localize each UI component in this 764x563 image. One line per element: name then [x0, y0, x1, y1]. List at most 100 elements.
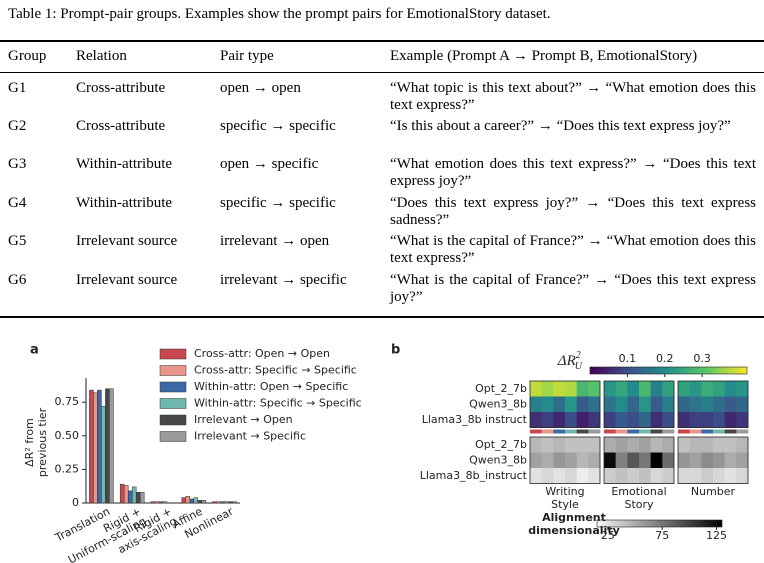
strip — [713, 429, 725, 434]
table-cell: specific → specific — [220, 195, 336, 211]
table-cell: “What emotion does this text express?” →… — [390, 156, 756, 189]
legend-label: Irrelevant → Open — [194, 413, 293, 426]
heat-cell — [615, 452, 628, 469]
heat-cell — [541, 412, 554, 428]
heat-cell — [713, 468, 725, 484]
heat-cell — [678, 396, 690, 413]
heat-cell — [724, 396, 737, 413]
table-cell: Irrelevant source — [76, 233, 178, 249]
heat-cell — [650, 468, 663, 484]
colorbar-label-part: 2 — [576, 350, 581, 361]
table-cell: Within-attribute — [76, 195, 173, 211]
strip — [639, 429, 651, 434]
heat-cell — [627, 412, 640, 428]
heat-cell — [713, 412, 725, 428]
heat-cell — [662, 412, 675, 428]
heat-cell — [736, 468, 749, 484]
bar — [228, 501, 233, 504]
heat-cell — [627, 452, 640, 469]
heat-cell — [541, 468, 554, 484]
header-cell: Group — [8, 48, 47, 64]
heat-cell — [565, 396, 577, 413]
strip — [541, 429, 554, 434]
heat-cell — [530, 381, 542, 397]
heat-cell — [678, 468, 690, 484]
heat-cell — [724, 412, 737, 428]
bar — [89, 389, 94, 504]
table-cell: Cross-attribute — [76, 80, 166, 96]
bar — [201, 500, 207, 504]
legend-swatch — [159, 414, 187, 426]
table-cell: Within-attribute — [76, 156, 173, 172]
heat-cell — [541, 437, 554, 453]
heat-cell — [689, 381, 702, 397]
heat-cell — [650, 381, 663, 397]
heat-cell — [565, 412, 577, 428]
row-label: Qwen3_8b — [469, 453, 527, 466]
heat-cell — [565, 468, 577, 484]
bar — [197, 500, 203, 504]
heat-cell — [553, 412, 566, 428]
heat-cell — [724, 468, 737, 484]
heat-cell — [565, 381, 577, 397]
heat-cell — [662, 396, 675, 413]
heat-cell — [553, 437, 566, 453]
bar — [135, 491, 141, 504]
strip — [724, 429, 737, 434]
block-frame — [529, 380, 601, 428]
heat-cell — [588, 412, 601, 428]
heat-cell — [662, 452, 675, 469]
header-cell: Relation — [76, 48, 127, 64]
heat-cell — [713, 381, 725, 397]
table-cell: open → open — [220, 80, 301, 96]
heat-cell — [701, 468, 714, 484]
row-label: Qwen3_8b — [469, 397, 527, 410]
colorbar-bottom — [596, 519, 723, 528]
heat-cell — [553, 452, 566, 469]
legend-swatch — [159, 348, 187, 360]
strip — [678, 429, 690, 434]
heat-cell — [701, 396, 714, 413]
group-label: Writing Style — [545, 485, 584, 511]
colorbar-label: Alignment — [542, 511, 606, 524]
bar — [101, 405, 106, 504]
table-cell: G5 — [8, 233, 27, 249]
heat-cell — [576, 396, 589, 413]
heat-cell — [576, 452, 589, 469]
heat-cell — [588, 396, 601, 413]
strip — [604, 429, 616, 434]
heat-cell — [701, 412, 714, 428]
legend-label: Within-attr: Specific → Specific — [194, 397, 362, 410]
bar — [131, 486, 137, 504]
legend-label: Within-attr: Open → Specific — [194, 380, 348, 393]
heat-cell — [701, 452, 714, 469]
table-cell: “What topic is this text about?” → “What… — [390, 80, 756, 113]
block-frame — [677, 436, 749, 484]
bar — [220, 501, 225, 504]
heat-cell — [639, 412, 651, 428]
table-caption: Table 1: Prompt-pair groups. Examples sh… — [8, 6, 551, 22]
heat-cell — [650, 437, 663, 453]
heat-cell — [541, 381, 554, 397]
heat-cell — [701, 437, 714, 453]
heat-cell — [530, 468, 542, 484]
heat-cell — [736, 381, 749, 397]
heat-cell — [530, 412, 542, 428]
heat-cell — [565, 452, 577, 469]
heat-cell — [650, 452, 663, 469]
heat-cell — [604, 452, 616, 469]
heat-cell — [553, 468, 566, 484]
colorbar-label: dimensionality — [528, 524, 620, 537]
bar — [185, 496, 191, 504]
heat-cell — [678, 437, 690, 453]
heat-cell — [678, 412, 690, 428]
heat-cell — [576, 381, 589, 397]
heat-cell — [662, 468, 675, 484]
bar — [93, 392, 98, 504]
heat-cell — [639, 381, 651, 397]
table-cell: G1 — [8, 80, 27, 96]
bar — [216, 501, 221, 504]
colorbar-tick-label: 0.1 — [619, 352, 637, 365]
strip — [576, 429, 589, 434]
